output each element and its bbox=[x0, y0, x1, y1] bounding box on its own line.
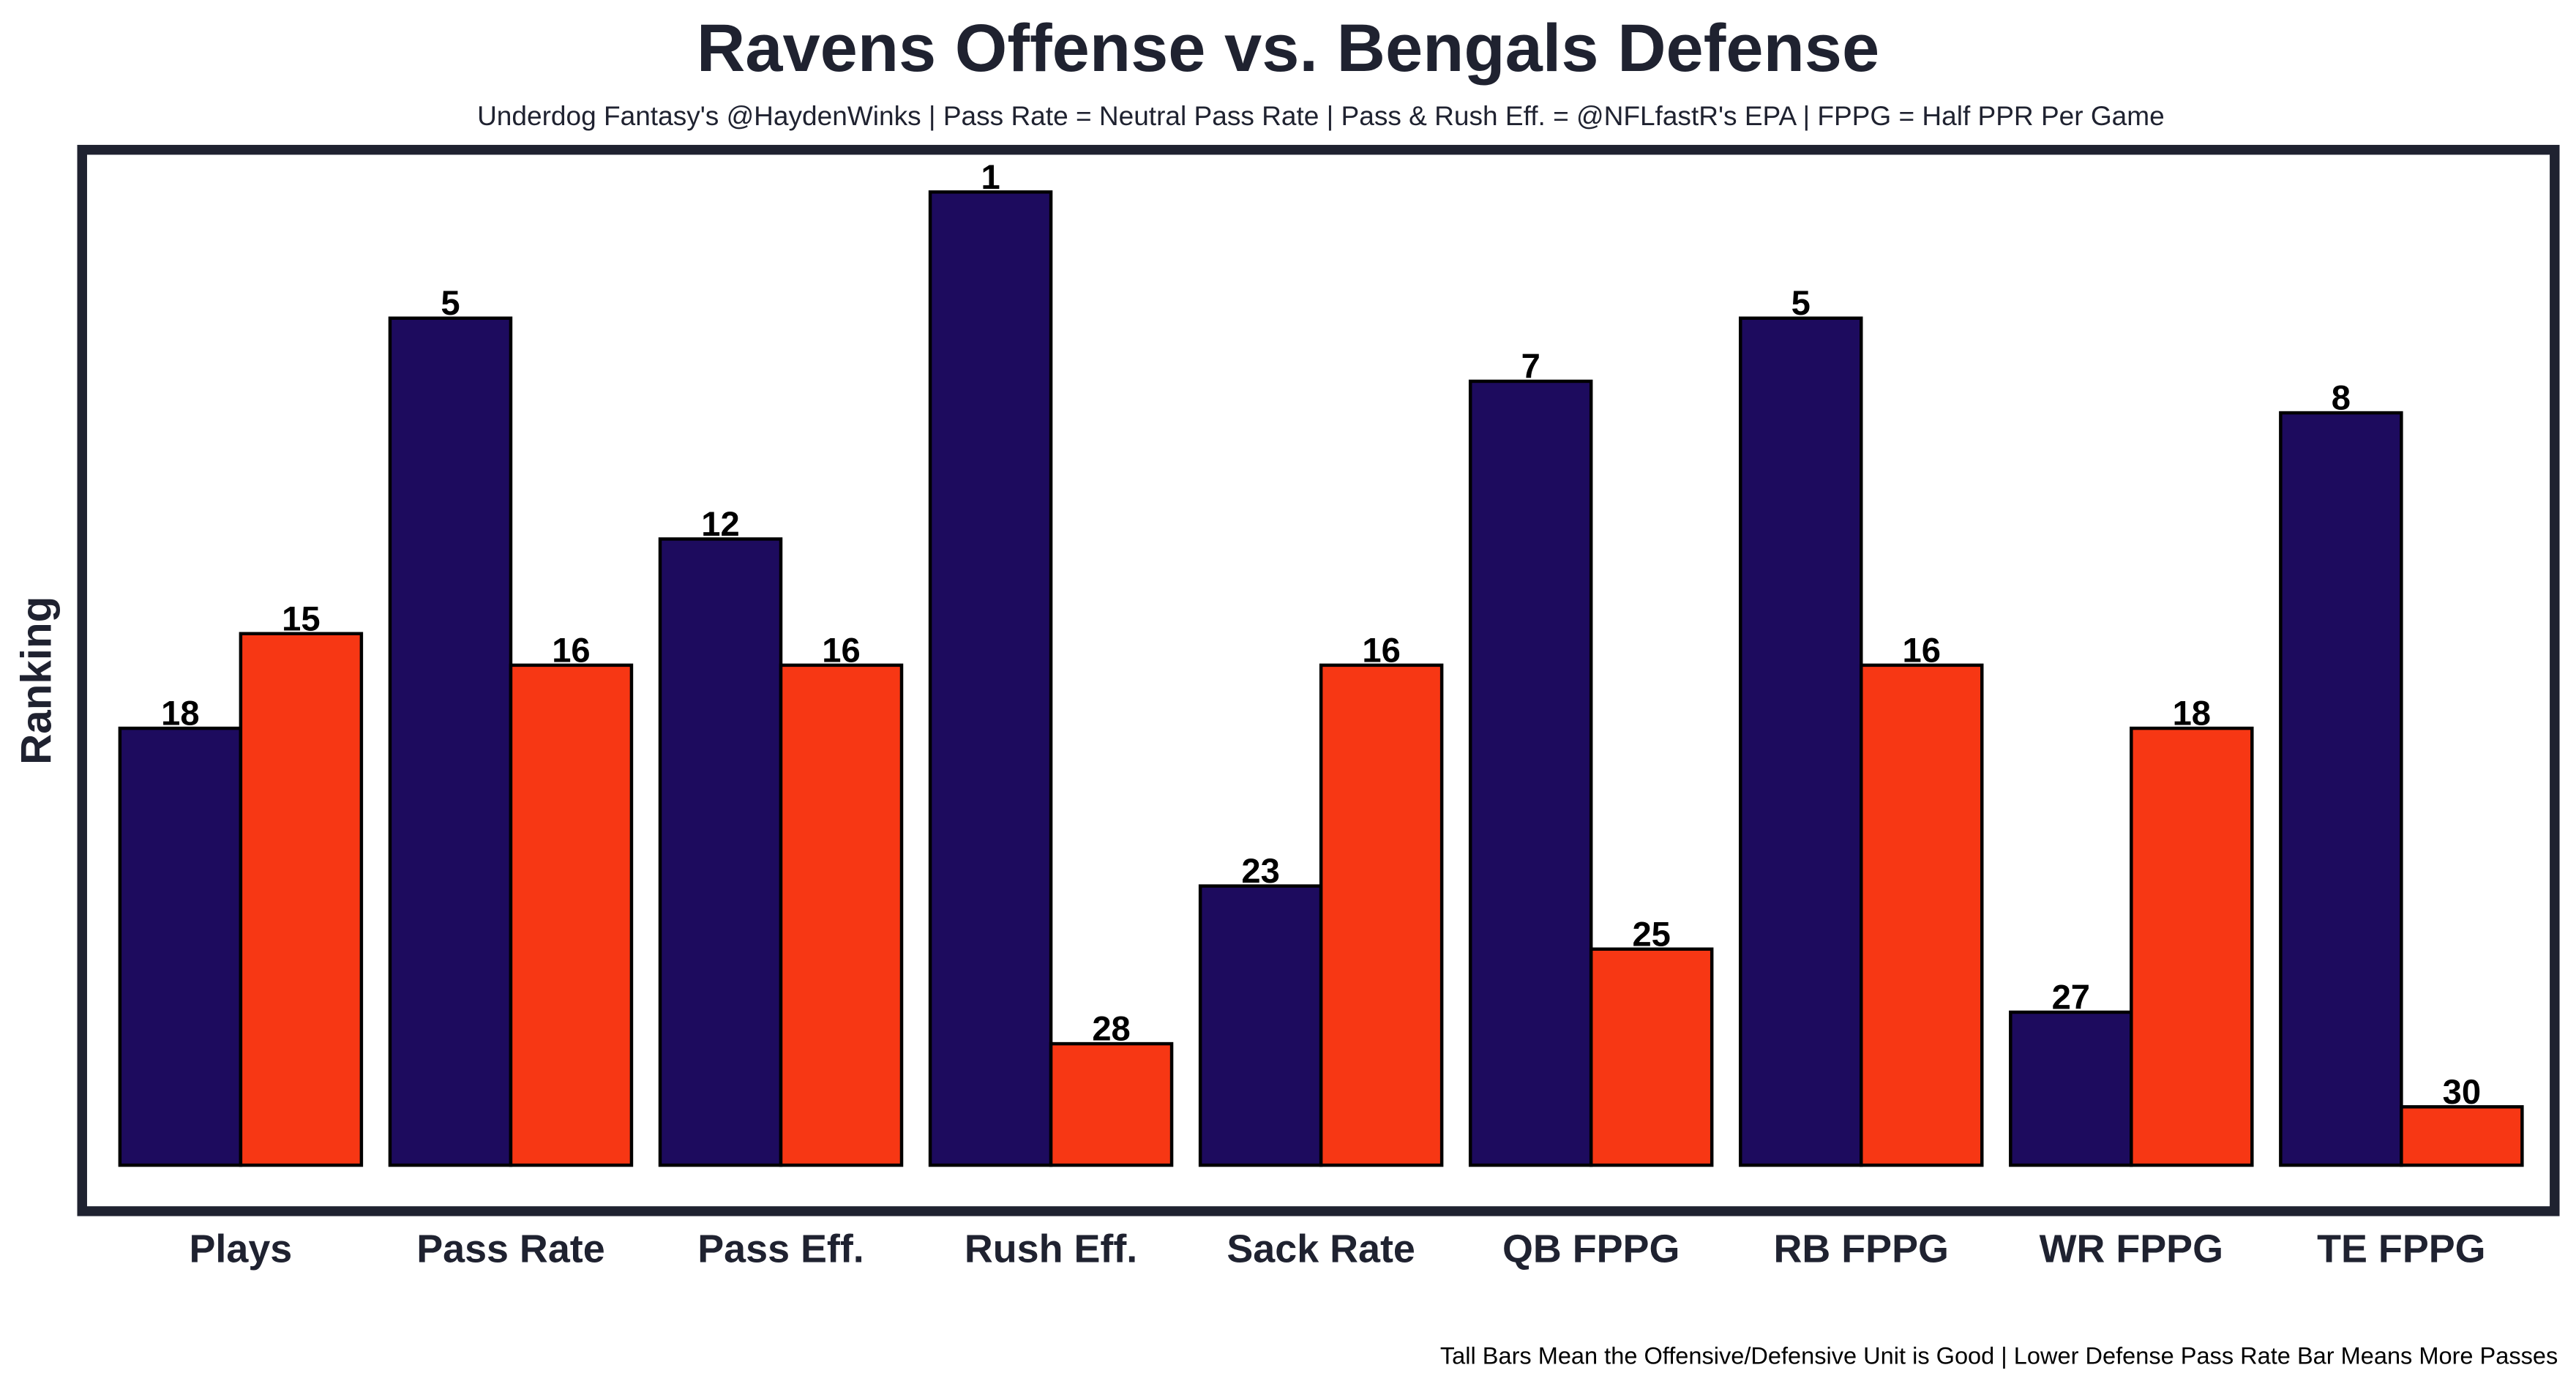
offense-data-label: 5 bbox=[441, 283, 460, 322]
defense-bar bbox=[2130, 726, 2254, 1167]
x-tick-label: RB FPPG bbox=[1774, 1227, 1949, 1271]
offense-data-label: 8 bbox=[2332, 378, 2351, 417]
offense-data-label: 1 bbox=[981, 157, 1000, 196]
x-tick-label: QB FPPG bbox=[1502, 1227, 1680, 1271]
offense-data-label: 7 bbox=[1521, 346, 1540, 385]
defense-data-label: 16 bbox=[1903, 630, 1941, 669]
defense-data-label: 25 bbox=[1632, 914, 1670, 953]
x-tick-label: WR FPPG bbox=[2040, 1227, 2223, 1271]
x-tick-label: Sack Rate bbox=[1227, 1227, 1415, 1271]
defense-bar bbox=[1589, 947, 1714, 1167]
defense-bar bbox=[1319, 663, 1444, 1167]
chart-title: Ravens Offense vs. Bengals Defense bbox=[697, 10, 1879, 86]
defense-bar bbox=[779, 663, 904, 1167]
defense-data-label: 16 bbox=[1362, 630, 1400, 669]
x-tick-label: Pass Rate bbox=[416, 1227, 605, 1271]
offense-data-label: 5 bbox=[1791, 283, 1811, 322]
x-tick-labels: Plays Pass Rate Pass Eff. Rush Eff. Sack Rat… bbox=[190, 1227, 2486, 1271]
offense-bar bbox=[1198, 884, 1323, 1167]
defense-data-label: 30 bbox=[2443, 1072, 2481, 1111]
x-tick-label: TE FPPG bbox=[2317, 1227, 2485, 1271]
defense-data-label: 28 bbox=[1092, 1009, 1130, 1048]
bars-group: 18 15 5 16 12 16 1 28 23 16 7 25 5 16 27 18 8 30 bbox=[118, 157, 2524, 1167]
defense-data-label: 16 bbox=[822, 630, 860, 669]
defense-bar bbox=[239, 632, 364, 1167]
offense-bar bbox=[1739, 316, 1863, 1167]
defense-bar bbox=[509, 663, 634, 1167]
offense-data-label: 12 bbox=[701, 504, 739, 543]
x-tick-label: Pass Eff. bbox=[697, 1227, 864, 1271]
defense-bar bbox=[1860, 663, 1984, 1167]
offense-bar bbox=[1468, 379, 1593, 1167]
chart-footnote: Tall Bars Mean the Offensive/Defensive U… bbox=[1440, 1343, 2558, 1369]
offense-bar bbox=[2279, 411, 2403, 1167]
offense-bar bbox=[388, 316, 513, 1167]
offense-data-label: 18 bbox=[161, 694, 199, 733]
y-axis-label: Ranking bbox=[13, 596, 61, 765]
chart-subtitle: Underdog Fantasy's @HaydenWinks | Pass R… bbox=[477, 100, 2165, 131]
defense-data-label: 15 bbox=[282, 599, 320, 637]
plot-frame bbox=[77, 144, 2560, 1216]
defense-bar bbox=[2400, 1105, 2524, 1167]
defense-data-label: 18 bbox=[2173, 694, 2211, 733]
offense-bar bbox=[2009, 1010, 2133, 1167]
offense-bar bbox=[928, 190, 1053, 1167]
x-tick-label: Rush Eff. bbox=[965, 1227, 1137, 1271]
defense-data-label: 16 bbox=[552, 630, 590, 669]
x-tick-label: Plays bbox=[190, 1227, 293, 1271]
offense-bar bbox=[658, 537, 783, 1167]
offense-bar bbox=[118, 726, 243, 1167]
offense-data-label: 23 bbox=[1241, 851, 1279, 890]
defense-bar bbox=[1049, 1041, 1174, 1167]
offense-data-label: 27 bbox=[2052, 977, 2090, 1016]
